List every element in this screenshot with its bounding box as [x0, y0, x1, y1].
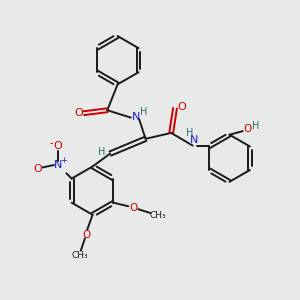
Text: -: - [50, 139, 53, 148]
Text: O: O [244, 124, 252, 134]
Text: N: N [54, 160, 62, 170]
Text: O: O [82, 230, 90, 239]
Text: O: O [54, 142, 62, 152]
Text: H: H [140, 107, 148, 117]
Text: H: H [186, 128, 194, 138]
Text: H: H [252, 121, 259, 131]
Text: CH₃: CH₃ [150, 211, 166, 220]
Text: CH₃: CH₃ [71, 251, 88, 260]
Text: O: O [74, 108, 83, 118]
Text: H: H [98, 147, 106, 157]
Text: N: N [132, 112, 140, 122]
Text: O: O [34, 164, 43, 173]
Text: N: N [190, 135, 198, 145]
Text: O: O [129, 203, 137, 213]
Text: O: O [177, 102, 186, 112]
Text: +: + [61, 156, 68, 165]
